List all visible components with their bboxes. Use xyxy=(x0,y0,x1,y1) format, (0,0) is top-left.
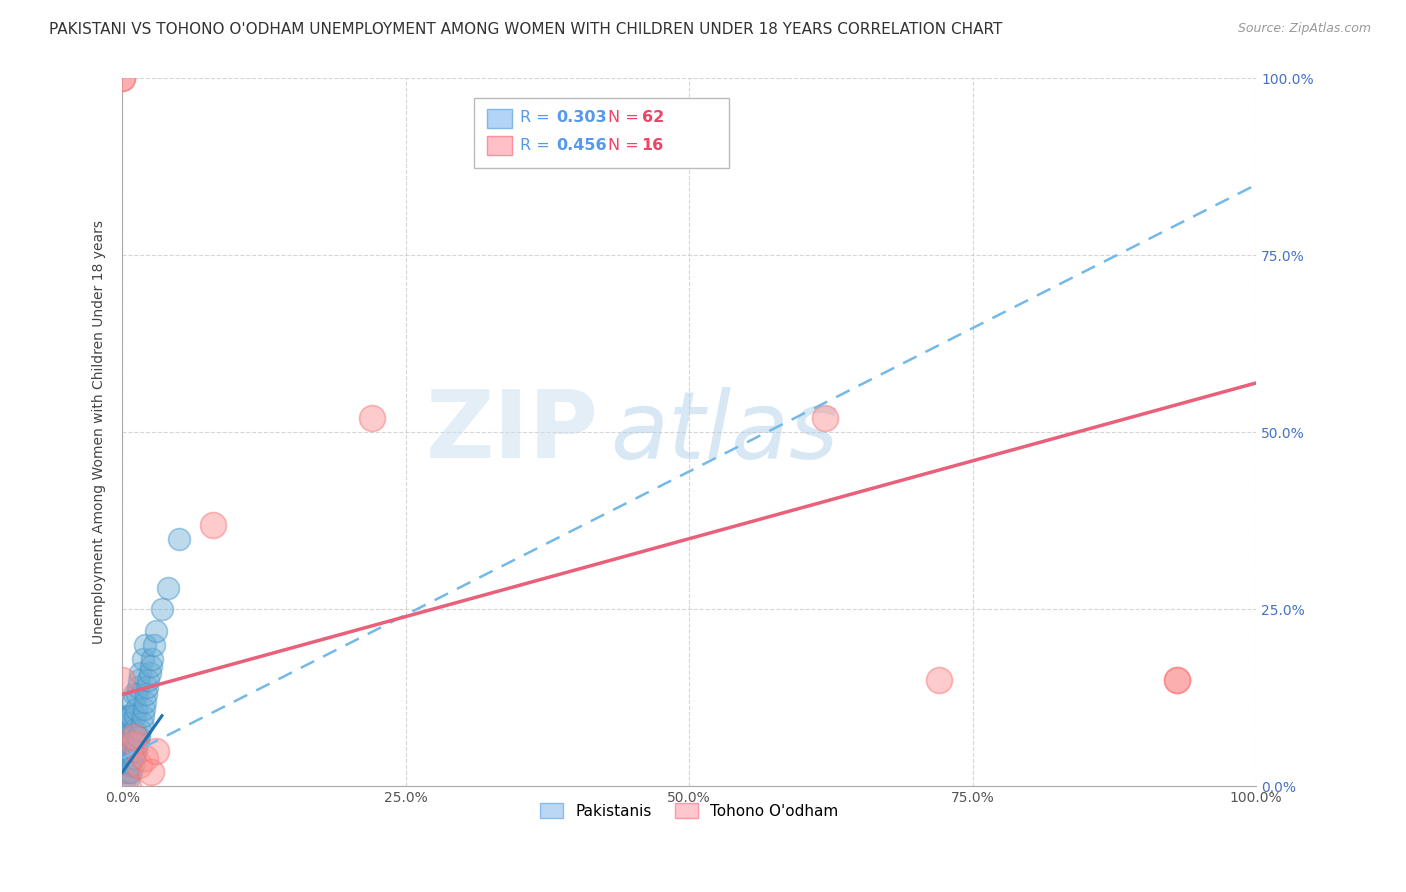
Point xyxy=(118,765,141,780)
Text: N =: N = xyxy=(607,110,644,125)
Point xyxy=(202,517,225,532)
Text: Source: ZipAtlas.com: Source: ZipAtlas.com xyxy=(1237,22,1371,36)
Point xyxy=(134,694,156,708)
Point xyxy=(138,673,160,688)
Point xyxy=(132,701,155,715)
Text: atlas: atlas xyxy=(610,387,838,478)
Point xyxy=(121,758,143,772)
Point xyxy=(156,581,179,595)
Point xyxy=(139,659,162,673)
Point xyxy=(120,744,142,758)
Point xyxy=(125,737,148,751)
Point xyxy=(125,688,148,702)
Point xyxy=(121,694,143,708)
Point xyxy=(111,673,134,688)
Point xyxy=(114,772,136,787)
Text: 0.303: 0.303 xyxy=(557,110,607,125)
Point xyxy=(127,681,149,695)
Point xyxy=(360,411,382,425)
Point xyxy=(814,411,837,425)
Point xyxy=(132,652,155,666)
Point xyxy=(122,730,145,744)
Point xyxy=(117,772,139,787)
Point xyxy=(115,765,138,780)
Point xyxy=(128,673,150,688)
Point xyxy=(134,638,156,652)
Point xyxy=(124,708,146,723)
Point xyxy=(122,751,145,765)
FancyBboxPatch shape xyxy=(488,109,512,128)
Point xyxy=(138,666,160,681)
Point xyxy=(128,758,150,772)
Point xyxy=(128,730,150,744)
Text: 0.456: 0.456 xyxy=(557,137,607,153)
Text: N =: N = xyxy=(607,137,644,153)
Point xyxy=(122,688,145,702)
Point xyxy=(122,737,145,751)
Point xyxy=(115,715,138,730)
Point xyxy=(112,765,135,780)
Point xyxy=(141,652,163,666)
Point xyxy=(134,751,156,765)
Point xyxy=(111,71,134,86)
Text: R =: R = xyxy=(520,110,555,125)
Point xyxy=(135,688,157,702)
Point xyxy=(129,666,152,681)
Point xyxy=(114,708,136,723)
Point xyxy=(117,758,139,772)
Point xyxy=(143,638,166,652)
Point xyxy=(118,715,141,730)
FancyBboxPatch shape xyxy=(488,136,512,155)
Point xyxy=(112,751,135,765)
Point xyxy=(928,673,950,688)
Point xyxy=(117,737,139,751)
Point xyxy=(114,751,136,765)
Point xyxy=(114,744,136,758)
Point xyxy=(167,532,190,546)
Point xyxy=(125,701,148,715)
Point xyxy=(1166,673,1188,688)
Point xyxy=(145,624,167,638)
Point xyxy=(120,708,142,723)
Point xyxy=(120,708,142,723)
Point xyxy=(120,737,142,751)
Text: ZIP: ZIP xyxy=(426,386,599,478)
Point xyxy=(121,730,143,744)
Text: PAKISTANI VS TOHONO O'ODHAM UNEMPLOYMENT AMONG WOMEN WITH CHILDREN UNDER 18 YEAR: PAKISTANI VS TOHONO O'ODHAM UNEMPLOYMENT… xyxy=(49,22,1002,37)
FancyBboxPatch shape xyxy=(474,97,728,169)
Point xyxy=(122,723,145,737)
Point xyxy=(150,602,173,616)
Point xyxy=(124,744,146,758)
Point xyxy=(125,744,148,758)
Text: 62: 62 xyxy=(641,110,664,125)
Point xyxy=(120,765,142,780)
Point xyxy=(129,723,152,737)
Point xyxy=(114,758,136,772)
Point xyxy=(118,744,141,758)
Y-axis label: Unemployment Among Women with Children Under 18 years: Unemployment Among Women with Children U… xyxy=(93,220,107,645)
Point xyxy=(132,708,155,723)
Point xyxy=(145,744,167,758)
Point xyxy=(115,744,138,758)
Point xyxy=(127,730,149,744)
Point xyxy=(111,71,134,86)
Text: 16: 16 xyxy=(641,137,664,153)
Text: R =: R = xyxy=(520,137,555,153)
Point xyxy=(114,723,136,737)
Point xyxy=(114,730,136,744)
Point xyxy=(136,681,159,695)
Point xyxy=(1166,673,1188,688)
Point xyxy=(120,758,142,772)
Point xyxy=(117,780,139,794)
Point xyxy=(139,765,162,780)
Point xyxy=(131,715,153,730)
Point xyxy=(112,737,135,751)
Point xyxy=(117,708,139,723)
Point xyxy=(114,765,136,780)
Legend: Pakistanis, Tohono O'odham: Pakistanis, Tohono O'odham xyxy=(534,797,844,825)
